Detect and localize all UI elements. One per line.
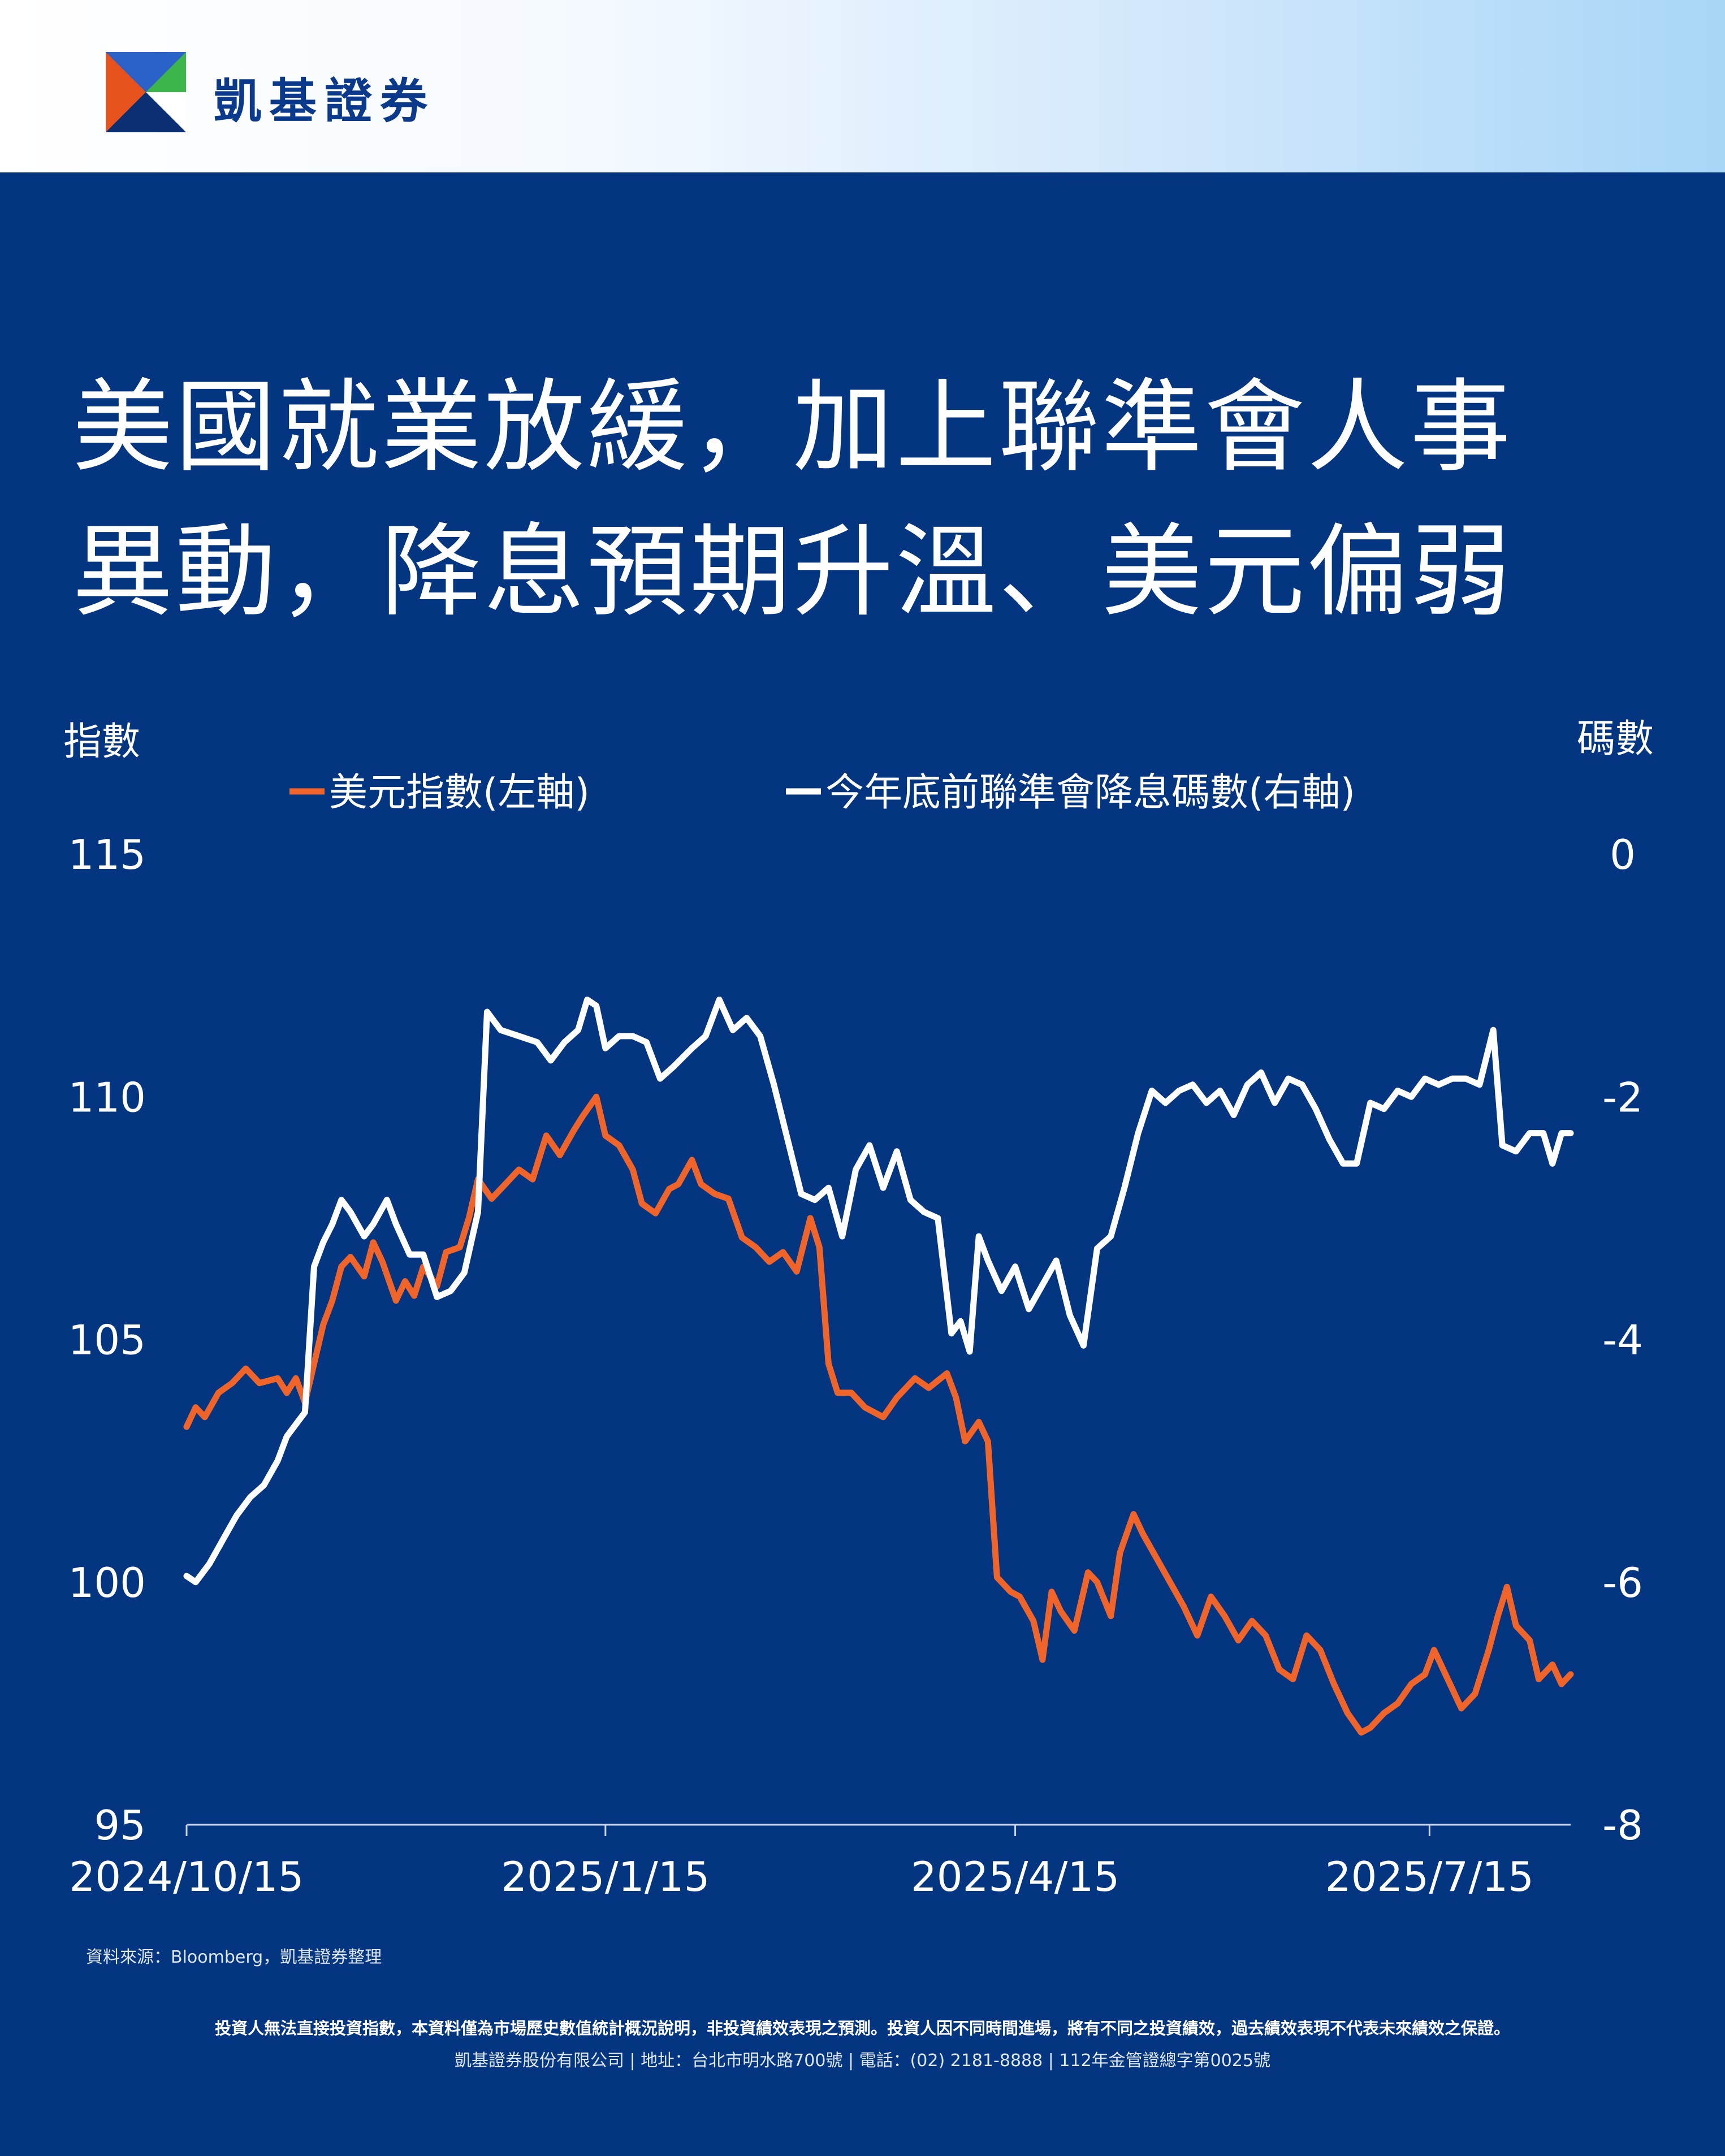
x-tick-label: 2024/10/15: [70, 1853, 304, 1894]
series-line-usd-index: [183, 1093, 1574, 1736]
y-left-tick-label: 115: [68, 831, 146, 878]
headline-line-2: 異動，降息預期升溫、美元偏弱: [72, 513, 1513, 630]
y-left-tick-label: 105: [68, 1317, 146, 1364]
headline-line-1: 美國就業放緩，加上聯準會人事: [72, 369, 1513, 486]
y-left-tick-label: 100: [68, 1559, 146, 1607]
x-tick-label: 2025/1/15: [501, 1853, 710, 1894]
header-bar: 凱基證券: [0, 0, 1725, 172]
kgi-logo-icon: [106, 52, 186, 132]
disclaimer: 投資人無法直接投資指數，本資料僅為市場歷史數值統計概況說明，非投資績效表現之預測…: [214, 2019, 1510, 2038]
left-axis-title: 指數: [63, 720, 140, 764]
y-right-tick-label: 0: [1610, 831, 1636, 878]
data-source: 資料來源：Bloomberg，凱基證券整理: [86, 1947, 382, 1967]
right-axis-title: 碼數: [1577, 717, 1654, 761]
y-right-tick-label: -2: [1602, 1073, 1643, 1121]
x-tick-label: 2025/7/15: [1325, 1853, 1534, 1894]
brand-name: 凱基證券: [214, 73, 436, 129]
y-left-tick-label: 110: [68, 1073, 146, 1121]
company-info: 凱基證券股份有限公司 | 地址：台北市明水路700號 | 電話：(02) 218…: [454, 2051, 1271, 2071]
y-right-tick-label: -6: [1602, 1559, 1643, 1607]
legend-label-2: 今年底前聯準會降息碼數(右軸): [825, 770, 1355, 815]
legend-label-1: 美元指數(左軸): [329, 770, 590, 815]
x-tick-label: 2025/4/15: [911, 1853, 1119, 1894]
y-left-tick-label: 95: [94, 1802, 146, 1849]
series-line-rate-cuts: [183, 997, 1574, 1586]
y-right-tick-label: -8: [1602, 1802, 1643, 1849]
y-right-tick-label: -4: [1602, 1317, 1643, 1364]
